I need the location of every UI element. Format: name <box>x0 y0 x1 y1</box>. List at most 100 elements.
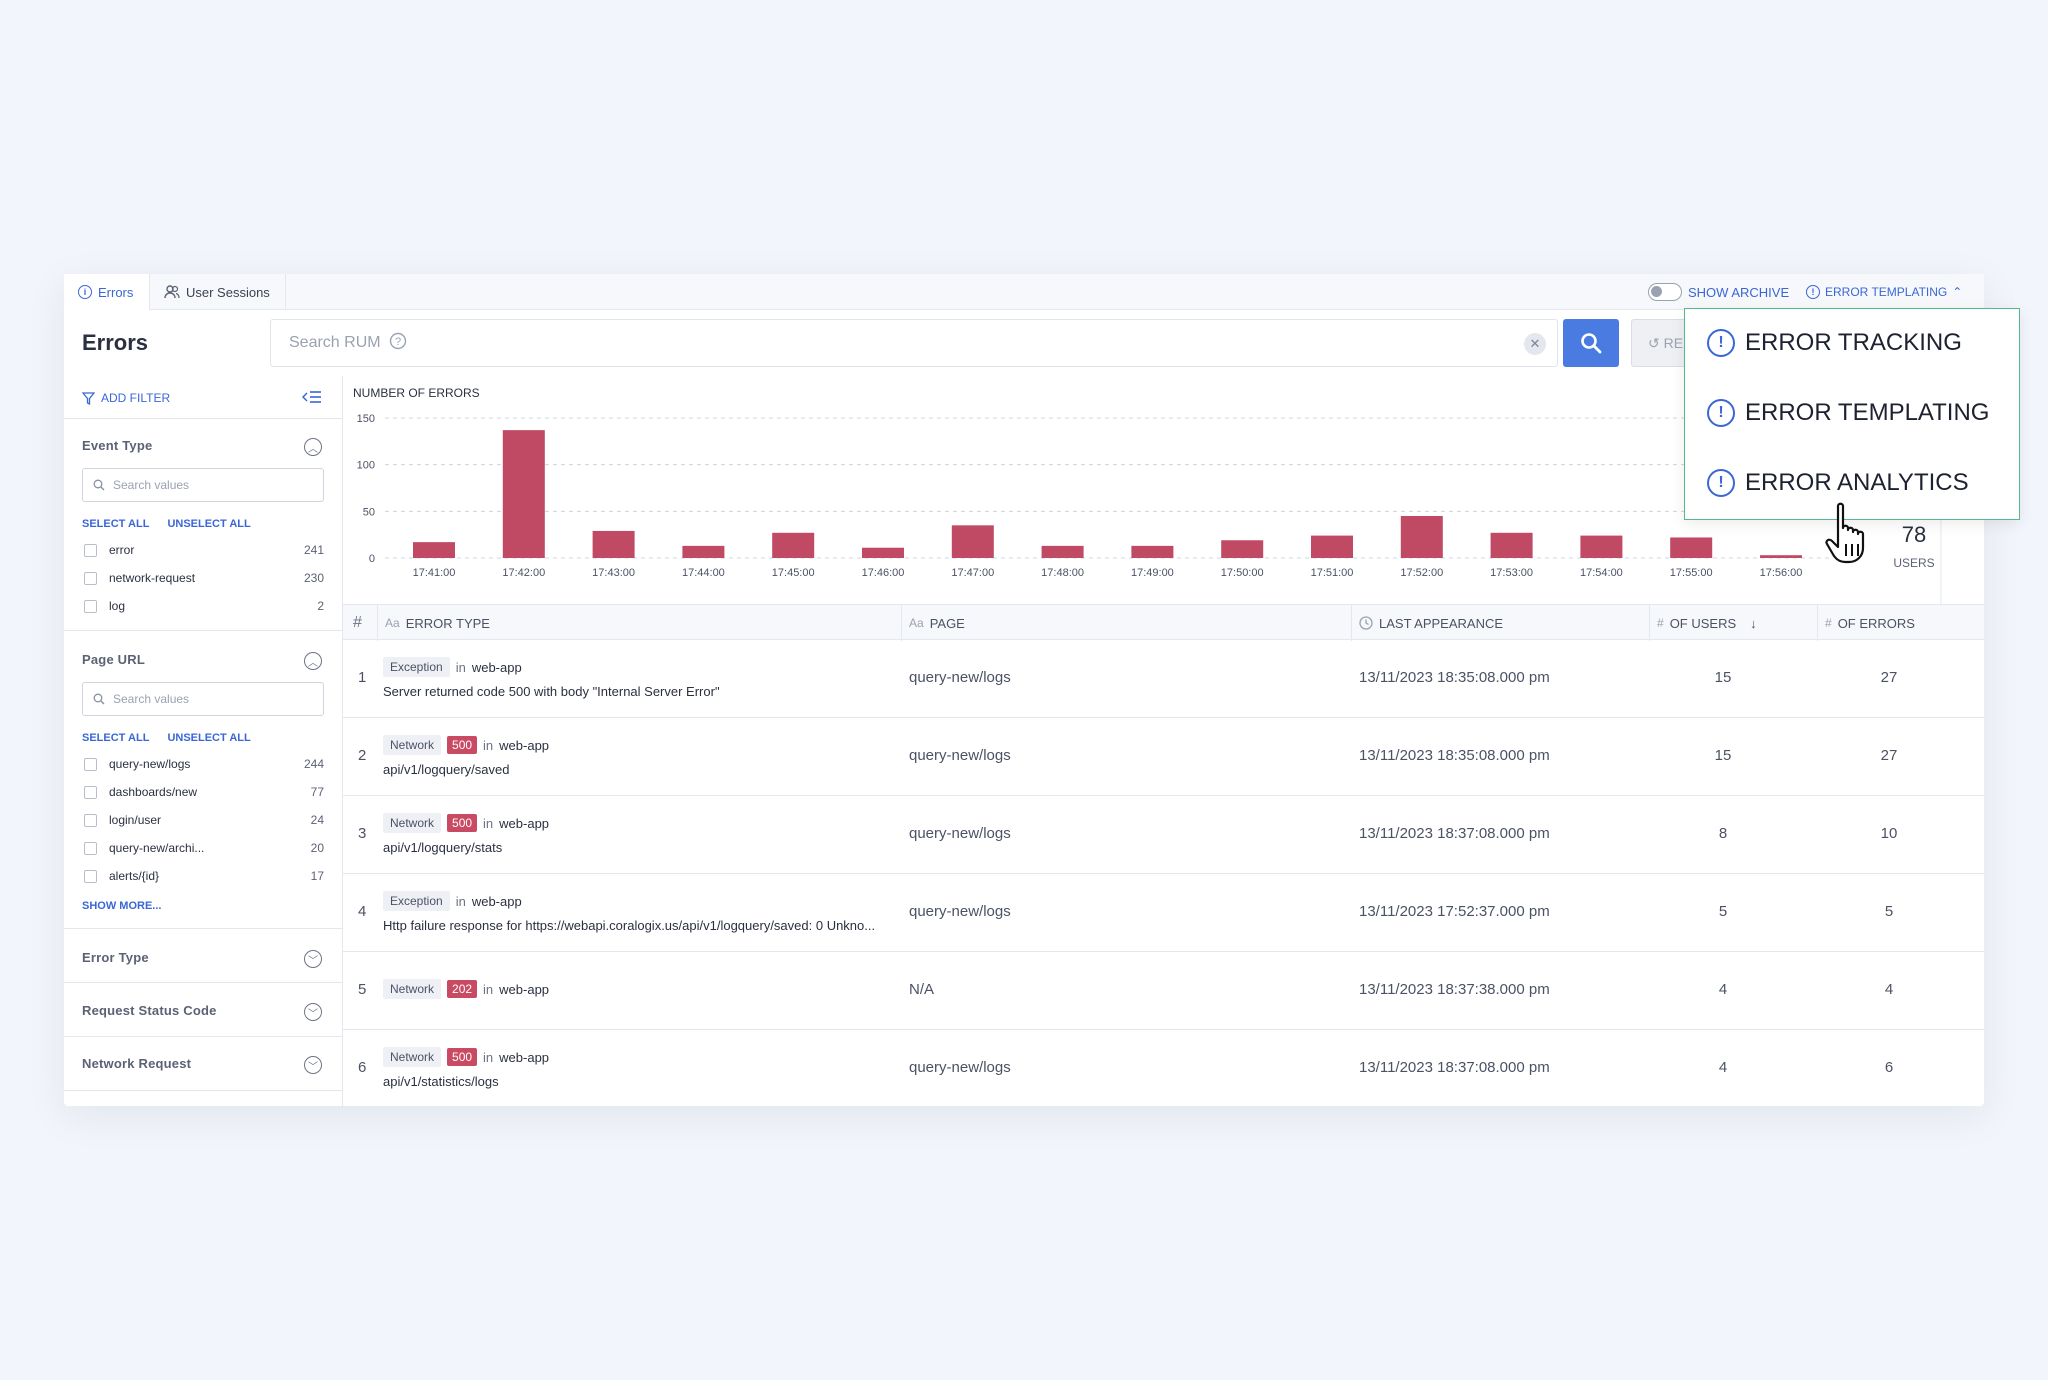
show-archive-toggle[interactable]: SHOW ARCHIVE <box>1648 283 1789 301</box>
error-type-tag: Exception <box>383 657 450 677</box>
error-type-group-title[interactable]: Error Type <box>82 950 149 965</box>
hash-icon: # <box>353 614 362 631</box>
event-type-option[interactable]: log 2 <box>82 596 324 616</box>
checkbox[interactable] <box>84 785 97 799</box>
page-url-option[interactable]: alerts/{id} 17 <box>82 866 324 886</box>
chart-bar[interactable] <box>772 532 815 558</box>
error-mode-menu-trigger[interactable]: ! ERROR TEMPLATING ⌃ <box>1806 285 1962 299</box>
errors-value: 27 <box>1880 669 1898 686</box>
chart-bar[interactable] <box>1760 555 1802 558</box>
page-value: query-new/logs <box>909 825 1011 842</box>
error-message: api/v1/statistics/logs <box>383 1074 499 1089</box>
chart-bar[interactable] <box>1131 545 1174 558</box>
last-appearance-value: 13/11/2023 18:37:08.000 pm <box>1359 825 1550 842</box>
chart-bar[interactable] <box>951 525 994 558</box>
checkbox[interactable] <box>84 841 97 855</box>
option-label: network-request <box>109 571 196 585</box>
x-tick-label: 17:46:00 <box>862 567 905 579</box>
search-button[interactable] <box>1563 319 1619 367</box>
page-url-select-links: SELECT ALL UNSELECT ALL <box>82 732 251 744</box>
checkbox[interactable] <box>84 869 97 883</box>
menu-item-error-templating[interactable]: ! ERROR TEMPLATING <box>1707 399 1989 427</box>
help-icon[interactable]: ? <box>389 332 407 355</box>
show-more-link[interactable]: SHOW MORE... <box>82 900 162 912</box>
chart-bar[interactable] <box>1041 545 1084 558</box>
sort-down-icon[interactable]: ↓ <box>1750 615 1757 631</box>
clear-icon[interactable]: ✕ <box>1524 333 1546 355</box>
column-header-page[interactable]: Aa PAGE <box>909 605 965 641</box>
table-row[interactable]: 2 Network 500 in web-app api/v1/logquery/sa… <box>343 718 1984 796</box>
chart-bar[interactable] <box>1221 540 1264 558</box>
chevron-down-icon[interactable]: ﹀ <box>304 950 322 968</box>
errors-value: 4 <box>1884 981 1894 998</box>
error-mode-dropdown: ! ERROR TRACKING ! ERROR TEMPLATING ! ER… <box>1684 308 2020 520</box>
checkbox[interactable] <box>84 571 97 585</box>
column-header-last-appearance[interactable]: LAST APPEARANCE <box>1359 605 1503 641</box>
checkbox[interactable] <box>84 757 97 771</box>
chart-bar[interactable] <box>592 530 635 558</box>
tab-user-sessions[interactable]: User Sessions <box>150 274 286 310</box>
column-header-error-type[interactable]: Aa ERROR TYPE <box>385 605 490 641</box>
event-type-select-links: SELECT ALL UNSELECT ALL <box>82 518 251 530</box>
chevron-down-icon[interactable]: ﹀ <box>304 1056 322 1074</box>
chart-bar[interactable] <box>413 542 455 558</box>
network-request-group-title[interactable]: Network Request <box>82 1056 192 1071</box>
divider <box>64 928 343 929</box>
x-tick-label: 17:50:00 <box>1221 567 1264 579</box>
checkbox[interactable] <box>84 543 97 557</box>
event-type-option[interactable]: network-request 230 <box>82 568 324 588</box>
in-label: in <box>455 893 466 909</box>
page-url-option[interactable]: login/user 24 <box>82 810 324 830</box>
info-icon: ! <box>1707 469 1735 497</box>
x-tick-label: 17:55:00 <box>1670 567 1713 579</box>
chevron-up-icon[interactable]: ︿ <box>304 438 322 456</box>
reset-button[interactable]: ↺ RE <box>1631 319 1691 367</box>
unselect-all-link[interactable]: UNSELECT ALL <box>167 732 251 744</box>
x-tick-label: 17:49:00 <box>1131 567 1174 579</box>
in-label: in <box>483 1049 494 1065</box>
chart-bar[interactable] <box>682 545 725 558</box>
menu-item-error-analytics[interactable]: ! ERROR ANALYTICS <box>1707 469 1969 497</box>
errors-value: 27 <box>1880 747 1898 764</box>
errors-value: 5 <box>1884 903 1894 920</box>
page-url-option[interactable]: query-new/logs 244 <box>82 754 324 774</box>
table-row[interactable]: 3 Network 500 in web-app api/v1/logquery/st… <box>343 796 1984 874</box>
chart-bar[interactable] <box>1670 537 1713 558</box>
menu-item-error-tracking[interactable]: ! ERROR TRACKING <box>1707 329 1962 357</box>
chart-bar[interactable] <box>1400 516 1443 558</box>
error-type-tag: Exception <box>383 891 450 911</box>
chevron-up-icon[interactable]: ︿ <box>304 652 322 670</box>
checkbox[interactable] <box>84 599 97 613</box>
column-header-users[interactable]: # OF USERS ↓ <box>1657 605 1757 641</box>
unselect-all-link[interactable]: UNSELECT ALL <box>167 518 251 530</box>
collapse-list-icon[interactable] <box>301 390 322 408</box>
table-row[interactable]: 1 Exception in web-app Server returned cod… <box>343 640 1984 718</box>
chart-bar[interactable] <box>862 547 904 558</box>
table-row[interactable]: 6 Network 500 in web-app api/v1/statistics/… <box>343 1030 1984 1108</box>
tab-errors[interactable]: i Errors <box>64 274 150 310</box>
event-type-option[interactable]: error 241 <box>82 540 324 560</box>
error-message: api/v1/logquery/stats <box>383 840 503 855</box>
request-status-code-group-title[interactable]: Request Status Code <box>82 1003 217 1018</box>
y-tick-label: 150 <box>357 413 375 425</box>
checkbox[interactable] <box>84 813 97 827</box>
toggle-switch[interactable] <box>1648 283 1682 301</box>
table-row[interactable]: 4 Exception in web-app Http failure respon… <box>343 874 1984 952</box>
page-url-option[interactable]: query-new/archi... 20 <box>82 838 324 858</box>
table-row[interactable]: 5 Network 202 in web-app N/A 13/11/2023 18:… <box>343 952 1984 1030</box>
chart-bar[interactable] <box>1580 535 1623 558</box>
chart-bar[interactable] <box>1490 532 1533 558</box>
select-all-link[interactable]: SELECT ALL <box>82 732 150 744</box>
chart-bar[interactable] <box>502 430 545 558</box>
column-header-errors[interactable]: # OF ERRORS <box>1825 605 1915 641</box>
divider <box>64 418 343 419</box>
search-input[interactable]: Search RUM ? <box>270 319 1558 367</box>
add-filter-button[interactable]: ADD FILTER <box>82 391 170 405</box>
select-all-link[interactable]: SELECT ALL <box>82 518 150 530</box>
event-type-search-input[interactable]: Search values <box>82 468 324 502</box>
chart-bar[interactable] <box>1311 535 1353 558</box>
error-tags: Network 500 in web-app <box>383 1047 549 1067</box>
chevron-down-icon[interactable]: ﹀ <box>304 1003 322 1021</box>
page-url-option[interactable]: dashboards/new 77 <box>82 782 324 802</box>
page-url-search-input[interactable]: Search values <box>82 682 324 716</box>
